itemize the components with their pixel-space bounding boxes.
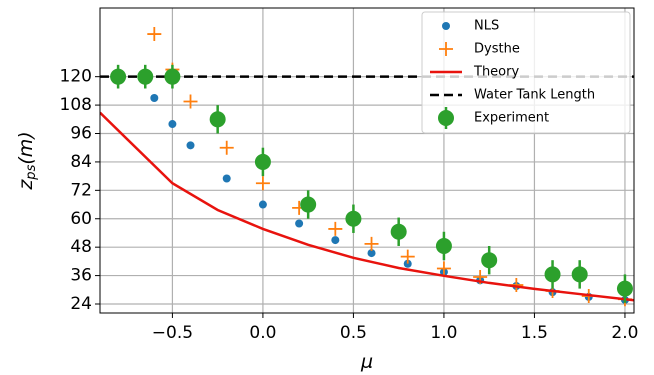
legend-label: Experiment xyxy=(474,111,549,126)
x-tick-label: 1.5 xyxy=(521,323,548,343)
point xyxy=(255,176,270,191)
point xyxy=(110,68,127,85)
y-tick-label: 36 xyxy=(70,266,92,286)
y-tick-label: 60 xyxy=(70,209,92,229)
point xyxy=(186,141,195,150)
point xyxy=(481,252,498,269)
point xyxy=(364,236,379,251)
point xyxy=(150,93,159,102)
x-tick-label: 1.0 xyxy=(430,323,457,343)
x-axis-label: μ xyxy=(360,351,373,373)
point xyxy=(403,259,412,268)
y-tick-label: 24 xyxy=(70,294,92,314)
point xyxy=(331,236,340,245)
y-label-unit: (m) xyxy=(15,131,37,164)
x-tick-label: 0.0 xyxy=(249,323,276,343)
y-label-sub: ps xyxy=(24,164,39,180)
point xyxy=(544,266,561,283)
legend-box xyxy=(421,11,631,134)
point xyxy=(345,210,362,227)
point xyxy=(436,261,451,276)
point xyxy=(400,249,415,264)
point xyxy=(295,219,304,228)
legend-label: Dysthe xyxy=(474,42,520,57)
point xyxy=(254,153,271,170)
point xyxy=(300,196,317,213)
point xyxy=(616,280,633,297)
x-tick-label: −0.5 xyxy=(152,323,193,343)
point xyxy=(164,68,181,85)
y-axis-label: zps(m) xyxy=(15,131,39,190)
point xyxy=(438,110,454,126)
y-tick-label: 84 xyxy=(70,152,92,172)
point xyxy=(137,68,154,85)
point xyxy=(147,27,162,42)
y-label-base: z xyxy=(15,179,37,191)
point xyxy=(168,120,177,129)
point xyxy=(209,111,226,128)
y-tick-label: 48 xyxy=(70,237,92,257)
x-tick-label: 2.0 xyxy=(611,323,638,343)
legend-label: Water Tank Length xyxy=(474,88,595,103)
point xyxy=(439,42,453,56)
point xyxy=(219,140,234,155)
point xyxy=(328,221,343,236)
legend-label: Theory xyxy=(473,65,519,80)
y-tick-label: 72 xyxy=(70,180,92,200)
legend: NLS Dysthe Theory Water Tank Length Experime… xyxy=(421,11,631,134)
theory-line xyxy=(100,111,634,302)
y-tick-label: 120 xyxy=(60,67,92,87)
y-tick-label: 108 xyxy=(60,95,92,115)
y-tick-label: 96 xyxy=(70,124,92,144)
point xyxy=(183,94,198,109)
point xyxy=(442,22,450,30)
x-tick-label: 0.5 xyxy=(340,323,367,343)
point xyxy=(571,266,588,283)
point xyxy=(390,223,407,240)
point xyxy=(258,200,267,209)
point xyxy=(435,237,452,254)
plot-frame xyxy=(99,7,635,314)
point xyxy=(222,174,231,183)
plot xyxy=(100,27,634,307)
point xyxy=(367,249,376,258)
legend-label: NLS xyxy=(474,19,499,34)
